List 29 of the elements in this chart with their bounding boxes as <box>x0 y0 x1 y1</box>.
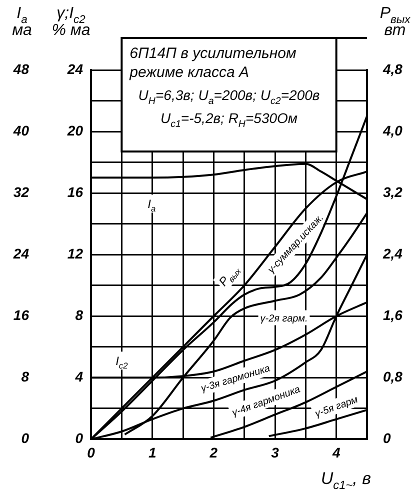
y2-tick-label: 2,4 <box>382 245 403 262</box>
y-tick-label: 4 <box>74 368 84 385</box>
y-tick-label: 0 <box>75 430 84 446</box>
y2-tick-label: 1,6 <box>383 306 403 323</box>
y2-tick-label: 4,8 <box>382 60 403 77</box>
y2-tick-label: 0,8 <box>383 368 403 385</box>
y2-tick-label: 3,2 <box>383 184 403 200</box>
y-tick-label: 20 <box>66 122 84 138</box>
y3-tick-label: 32 <box>13 184 30 200</box>
y3-tick-label: 40 <box>12 122 30 138</box>
x-tick-label: 0 <box>87 444 96 460</box>
y-tick-label: 8 <box>75 306 84 323</box>
x-tick-label: 2 <box>208 444 218 460</box>
x-tick-label: 4 <box>331 444 340 460</box>
chart-title: 6П14П в усилительном режиме класса А <box>128 45 296 81</box>
series-label: γ-2я гарм. <box>260 313 308 324</box>
x-tick-label: 3 <box>271 444 280 460</box>
y3-tick-label: 8 <box>21 368 30 385</box>
y3-tick-label: 24 <box>12 245 30 262</box>
x-tick-label: 1 <box>148 444 156 460</box>
y-tick-label: 24 <box>66 60 84 77</box>
y3-tick-label: 0 <box>21 430 30 446</box>
y-tick-label: 12 <box>67 245 84 262</box>
y-tick-label: 16 <box>67 184 84 200</box>
y3-tick-label: 16 <box>13 306 30 323</box>
y2-tick-label: 4,0 <box>382 122 403 138</box>
y2-tick-label: 0 <box>383 430 391 446</box>
y3-tick-label: 48 <box>12 60 30 77</box>
text: γ-5я гарм <box>314 394 360 420</box>
